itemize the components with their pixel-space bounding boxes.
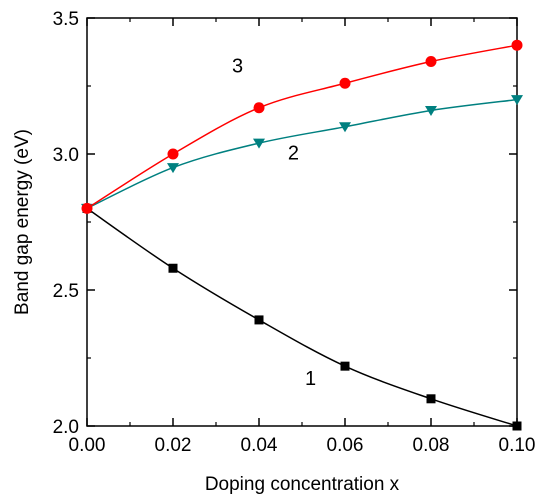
x-tick-label: 0.00: [69, 435, 106, 456]
x-tick-label: 0.10: [499, 435, 536, 456]
data-point-circle: [253, 102, 265, 114]
data-point-square: [426, 394, 436, 404]
data-point-circle: [167, 148, 179, 160]
data-point-triangle: [253, 138, 265, 149]
x-axis-title: Doping concentration x: [205, 474, 400, 495]
series-1: 1: [82, 203, 522, 431]
x-tick-label: 0.04: [241, 435, 278, 456]
y-tick-label: 2.0: [53, 417, 79, 438]
axes: [86, 17, 518, 427]
series-2-label: 2: [288, 142, 299, 164]
data-point-triangle: [167, 163, 179, 174]
series-3: 3: [81, 39, 523, 214]
y-tick-label: 3.0: [53, 145, 79, 166]
data-point-triangle: [339, 122, 351, 133]
data-point-triangle: [511, 95, 523, 106]
x-tick-label: 0.08: [413, 435, 450, 456]
data-point-square: [168, 263, 178, 273]
series-3-line: [86, 44, 518, 210]
series-1-line: [86, 207, 518, 427]
plot-frame: [86, 17, 518, 427]
series-3-label: 3: [232, 55, 243, 77]
y-axis-title: Band gap energy (eV): [12, 129, 33, 315]
labels: Doping concentration x Band gap energy (…: [12, 129, 400, 495]
data-point-circle: [81, 202, 93, 214]
series-2: 2: [81, 95, 523, 214]
ticks: 0.00 0.02 0.04 0.06 0.08 0.10 2.0 2.5 3.0 3.5: [53, 9, 536, 456]
x-tick-label: 0.06: [327, 435, 364, 456]
data-point-circle: [339, 77, 351, 89]
data-point-square: [512, 421, 522, 431]
data-point-circle: [425, 56, 437, 68]
data-point-square: [254, 315, 264, 325]
series-group: 1 2 3: [81, 39, 523, 431]
x-tick-label: 0.02: [155, 435, 192, 456]
y-tick-label: 3.5: [53, 9, 79, 30]
data-point-circle: [511, 39, 523, 51]
data-point-triangle: [425, 105, 437, 116]
series-2-line: [86, 98, 518, 210]
series-1-label: 1: [305, 368, 316, 390]
y-tick-label: 2.5: [53, 281, 79, 302]
data-point-square: [340, 361, 350, 371]
